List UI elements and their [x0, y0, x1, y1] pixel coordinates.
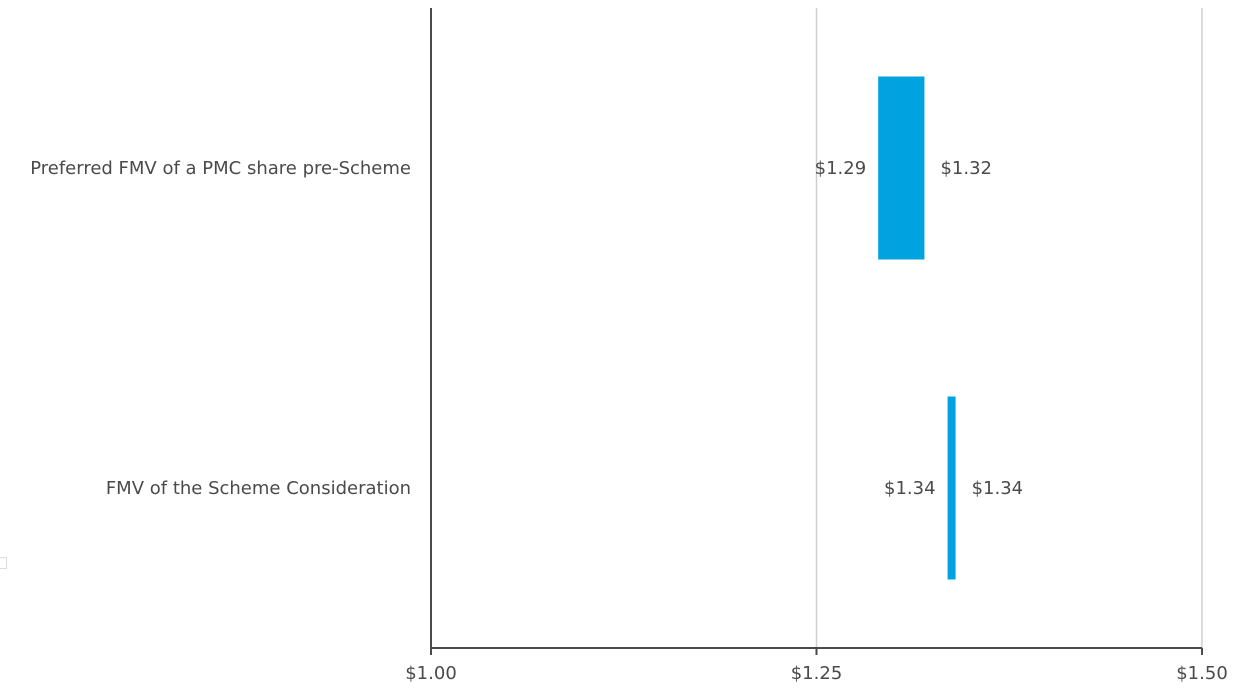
category-label: Preferred FMV of a PMC share pre-Scheme — [30, 158, 411, 179]
range-bar — [947, 396, 956, 580]
range-bar — [878, 76, 925, 260]
x-tick-label: $1.00 — [405, 663, 457, 684]
range-low-label: $1.29 — [815, 158, 867, 179]
range-bars — [878, 76, 956, 580]
axes — [430, 8, 1203, 655]
range-high-label: $1.34 — [972, 478, 1024, 499]
x-tick-label: $1.25 — [791, 663, 843, 684]
gridlines — [815, 8, 1203, 648]
category-label: FMV of the Scheme Consideration — [106, 478, 411, 499]
x-tick-label: $1.50 — [1176, 663, 1228, 684]
range-high-label: $1.32 — [940, 158, 992, 179]
labels: $1.00 $1.25 $1.50 Preferred FMV of a PMC sh… — [30, 158, 1228, 684]
corner-marker — [0, 557, 7, 569]
range-low-label: $1.34 — [884, 478, 936, 499]
